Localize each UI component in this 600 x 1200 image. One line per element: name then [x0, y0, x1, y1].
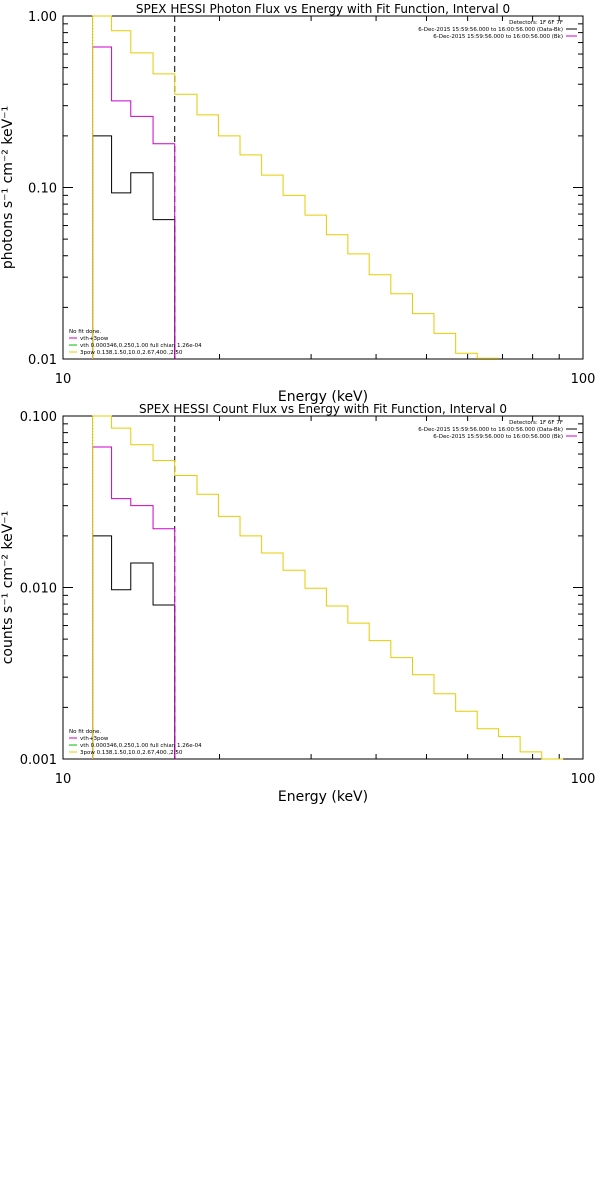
chart-title: SPEX HESSI Count Flux vs Energy with Fit…: [139, 402, 507, 416]
legend-time-ranges: Detectors: 1F 6F 7F6-Dec-2015 15:59:56.0…: [418, 420, 577, 440]
legend-entry: Detectors: 1F 6F 7F: [509, 420, 563, 426]
chart-panel-2: SPEX HESSI Count Flux vs Energy with Fit…: [0, 402, 595, 805]
legend-entry: 6-Dec-2015 15:59:56.000 to 16:00:56.000 …: [433, 434, 563, 440]
background-histogram: [92, 446, 176, 759]
x-tick-label: 10: [55, 772, 72, 787]
legend-entry: Detectors: 1F 6F 7F: [509, 20, 563, 26]
x-tick-label: 10: [55, 372, 72, 387]
legend-time-ranges: Detectors: 1F 6F 7F6-Dec-2015 15:59:56.0…: [418, 20, 577, 40]
legend-entry: vth+3pow: [80, 736, 109, 742]
legend-entry: 3pow 0.138,1.50,10.0,2.67,400.,2.50: [80, 350, 183, 356]
legend-entry: 6-Dec-2015 15:59:56.000 to 16:00:56.000 …: [418, 427, 563, 433]
legend-entry: No fit done.: [69, 329, 101, 335]
legend-entry: vth 0.000346,0.250,1.00 full chian 1.26e…: [80, 343, 202, 349]
x-axis-label: Energy (keV): [278, 789, 368, 805]
y-axis-ticks: [63, 415, 583, 760]
legend-entry: vth+3pow: [80, 336, 109, 342]
y-tick-label: 1.00: [28, 10, 57, 25]
y-tick-label: 0.100: [20, 410, 57, 425]
fit-function-histogram: [92, 15, 499, 359]
legend-entry: 6-Dec-2015 15:59:56.000 to 16:00:56.000 …: [433, 34, 563, 40]
y-tick-label: 0.001: [20, 753, 57, 768]
legend-entry: 3pow 0.138,1.50,10.0,2.67,400.,2.50: [80, 750, 183, 756]
fit-function-histogram: [92, 415, 564, 760]
x-tick-label: 100: [571, 772, 596, 787]
data-minus-bk-histogram: [92, 535, 176, 759]
x-tick-label: 100: [571, 372, 596, 387]
y-axis-ticks: [63, 15, 583, 360]
y-tick-label: 0.10: [28, 182, 57, 197]
background-histogram: [92, 46, 176, 359]
legend-entry: No fit done.: [69, 729, 101, 735]
data-minus-bk-histogram: [92, 135, 176, 359]
x-axis-label: Energy (keV): [278, 389, 368, 405]
legend-entry: 6-Dec-2015 15:59:56.000 to 16:00:56.000 …: [418, 27, 563, 33]
y-tick-label: 0.010: [20, 582, 57, 597]
chart-panel-1: SPEX HESSI Photon Flux vs Energy with Fi…: [0, 2, 595, 405]
y-axis-label: counts s⁻¹ cm⁻² keV⁻¹: [0, 511, 16, 665]
y-tick-label: 0.01: [28, 353, 57, 368]
chart-title: SPEX HESSI Photon Flux vs Energy with Fi…: [136, 2, 510, 16]
y-axis-label: photons s⁻¹ cm⁻² keV⁻¹: [0, 106, 16, 269]
legend-entry: vth 0.000346,0.250,1.00 full chian 1.26e…: [80, 743, 202, 749]
